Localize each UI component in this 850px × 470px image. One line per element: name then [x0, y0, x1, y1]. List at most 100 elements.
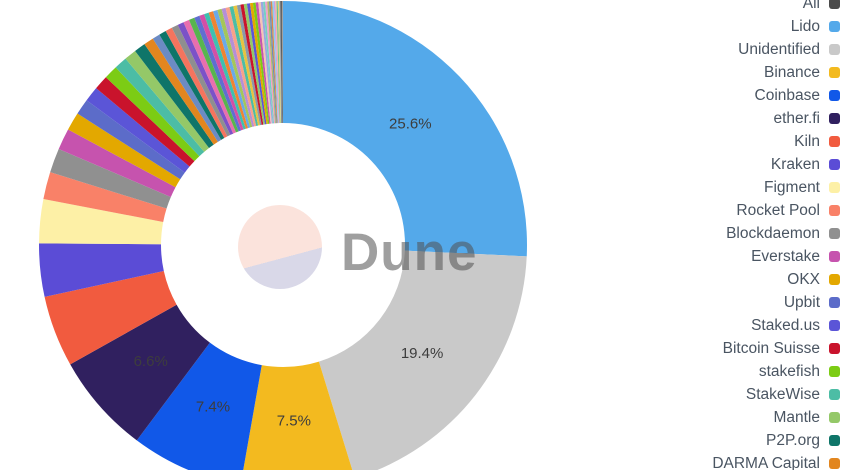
slice-percent-label: 7.4%	[196, 399, 230, 416]
pie-slice-tail[interactable]	[208, 11, 249, 129]
pie-slice-tail[interactable]	[233, 5, 260, 126]
legend-label: Coinbase	[754, 87, 821, 104]
legend-item-unidentified[interactable]: Unidentified	[712, 38, 840, 61]
slice-percent-label: 7.5%	[277, 413, 311, 430]
pie-slice-bitcoin-suisse[interactable]	[96, 77, 195, 167]
pie-slice-lido[interactable]	[283, 1, 528, 257]
pie-slice-tail[interactable]	[268, 1, 277, 124]
pie-slice-darma-capital[interactable]	[144, 38, 218, 145]
pie-slice-tail[interactable]	[265, 1, 276, 124]
legend-item-ether-fi[interactable]: ether.fi	[712, 107, 840, 130]
pie-slice-tail[interactable]	[240, 4, 264, 125]
pie-slice-okx[interactable]	[68, 113, 181, 188]
pie-slice-tail[interactable]	[229, 6, 259, 126]
pie-slice-tail[interactable]	[267, 1, 276, 124]
pie-slice-tail[interactable]	[165, 27, 228, 139]
pie-slice-tail[interactable]	[273, 1, 280, 124]
slice-percent-label: 25.6%	[389, 116, 432, 133]
legend-item-okx[interactable]: OKX	[712, 268, 840, 291]
pie-slice-tail[interactable]	[258, 2, 272, 124]
legend-label: Figment	[764, 179, 820, 196]
legend-swatch	[829, 412, 840, 423]
legend-item-p2p-org[interactable]: P2P.org	[712, 429, 840, 452]
pie-slice-kiln[interactable]	[44, 270, 177, 365]
pie-slice-rocket-pool[interactable]	[43, 172, 167, 222]
pie-slice-upbit[interactable]	[77, 100, 185, 180]
pie-slice-tail[interactable]	[236, 4, 262, 126]
legend-item-binance[interactable]: Binance	[712, 61, 840, 84]
pie-slice-tail[interactable]	[213, 9, 251, 129]
legend-item-darma-capital[interactable]: DARMA Capital	[712, 452, 840, 470]
pie-slice-tail[interactable]	[159, 31, 225, 140]
legend-swatch	[829, 435, 840, 446]
legend-item-figment[interactable]: Figment	[712, 176, 840, 199]
legend-item-lido[interactable]: Lido	[712, 15, 840, 38]
pie-slice-kraken[interactable]	[39, 243, 164, 297]
pie-slice-tail[interactable]	[177, 22, 234, 135]
legend-item-all[interactable]: All	[712, 0, 840, 15]
legend-label: Kiln	[794, 133, 820, 150]
legend-label: stakefish	[758, 363, 820, 380]
pie-slice-tail[interactable]	[280, 1, 283, 124]
pie-slice-tail[interactable]	[221, 7, 255, 127]
pie-slice-tail[interactable]	[281, 1, 283, 123]
legend-item-stakewise[interactable]: StakeWise	[712, 383, 840, 406]
pie-slice-tail[interactable]	[278, 1, 282, 124]
legend-item-upbit[interactable]: Upbit	[712, 291, 840, 314]
slice-percent-label: 19.4%	[401, 345, 444, 362]
pie-slice-tail[interactable]	[199, 14, 244, 131]
pie-slice-p2p-org[interactable]	[135, 44, 214, 148]
legend-label: All	[802, 0, 820, 12]
legend-item-blockdaemon[interactable]: Blockdaemon	[712, 222, 840, 245]
pie-slice-figment[interactable]	[39, 198, 164, 245]
legend-swatch	[829, 274, 840, 285]
pie-slice-tail[interactable]	[189, 17, 239, 133]
pie-slice-tail[interactable]	[275, 1, 280, 124]
pie-slice-tail[interactable]	[270, 1, 278, 124]
pie-slice-tail[interactable]	[246, 3, 267, 125]
legend-label: StakeWise	[745, 386, 820, 403]
legend-item-rocket-pool[interactable]: Rocket Pool	[712, 199, 840, 222]
pie-slice-tail[interactable]	[260, 1, 273, 124]
legend-item-coinbase[interactable]: Coinbase	[712, 84, 840, 107]
pie-slice-tail[interactable]	[217, 8, 253, 128]
pie-slice-tail[interactable]	[243, 3, 265, 125]
legend-item-kraken[interactable]: Kraken	[712, 153, 840, 176]
chart-legend: All Lido Unidentified Binance Coinbase ether.…	[712, 0, 840, 470]
legend-swatch	[829, 0, 840, 9]
pie-slice-unidentified[interactable]	[318, 250, 527, 470]
pie-slice-stakefish[interactable]	[105, 67, 200, 162]
pie-slice-tail[interactable]	[152, 34, 222, 142]
pie-slice-tail[interactable]	[255, 2, 271, 124]
pie-slice-ether-fi[interactable]	[70, 304, 210, 441]
pie-slice-tail[interactable]	[183, 19, 236, 134]
legend-swatch	[829, 67, 840, 78]
legend-label: ether.fi	[773, 110, 820, 127]
legend-label: OKX	[787, 271, 820, 288]
legend-item-kiln[interactable]: Kiln	[712, 130, 840, 153]
pie-slice-stakewise[interactable]	[115, 58, 205, 157]
pie-slice-tail[interactable]	[277, 1, 281, 124]
legend-item-mantle[interactable]: Mantle	[712, 406, 840, 429]
pie-slice-tail[interactable]	[276, 1, 281, 124]
pie-slice-tail[interactable]	[262, 1, 275, 124]
pie-slice-mantle[interactable]	[125, 50, 210, 152]
pie-slice-tail[interactable]	[225, 6, 257, 127]
pie-slice-staked-us[interactable]	[86, 88, 190, 173]
pie-slice-tail[interactable]	[249, 2, 268, 125]
pie-slice-blockdaemon[interactable]	[50, 148, 171, 209]
pie-slice-binance[interactable]	[241, 361, 355, 470]
legend-item-bitcoin-suisse[interactable]: Bitcoin Suisse	[712, 337, 840, 360]
legend-item-stakefish[interactable]: stakefish	[712, 360, 840, 383]
pie-slice-tail[interactable]	[252, 2, 270, 124]
pie-slice-tail[interactable]	[282, 0, 283, 124]
pie-slice-coinbase[interactable]	[136, 342, 262, 470]
pie-slice-everstake[interactable]	[58, 129, 176, 197]
legend-item-staked-us[interactable]: Staked.us	[712, 314, 840, 337]
pie-slice-tail[interactable]	[272, 1, 279, 124]
pie-slice-tail[interactable]	[204, 12, 246, 130]
legend-item-everstake[interactable]: Everstake	[712, 245, 840, 268]
pie-slice-tail[interactable]	[194, 15, 242, 132]
pie-slice-tail[interactable]	[171, 24, 231, 137]
